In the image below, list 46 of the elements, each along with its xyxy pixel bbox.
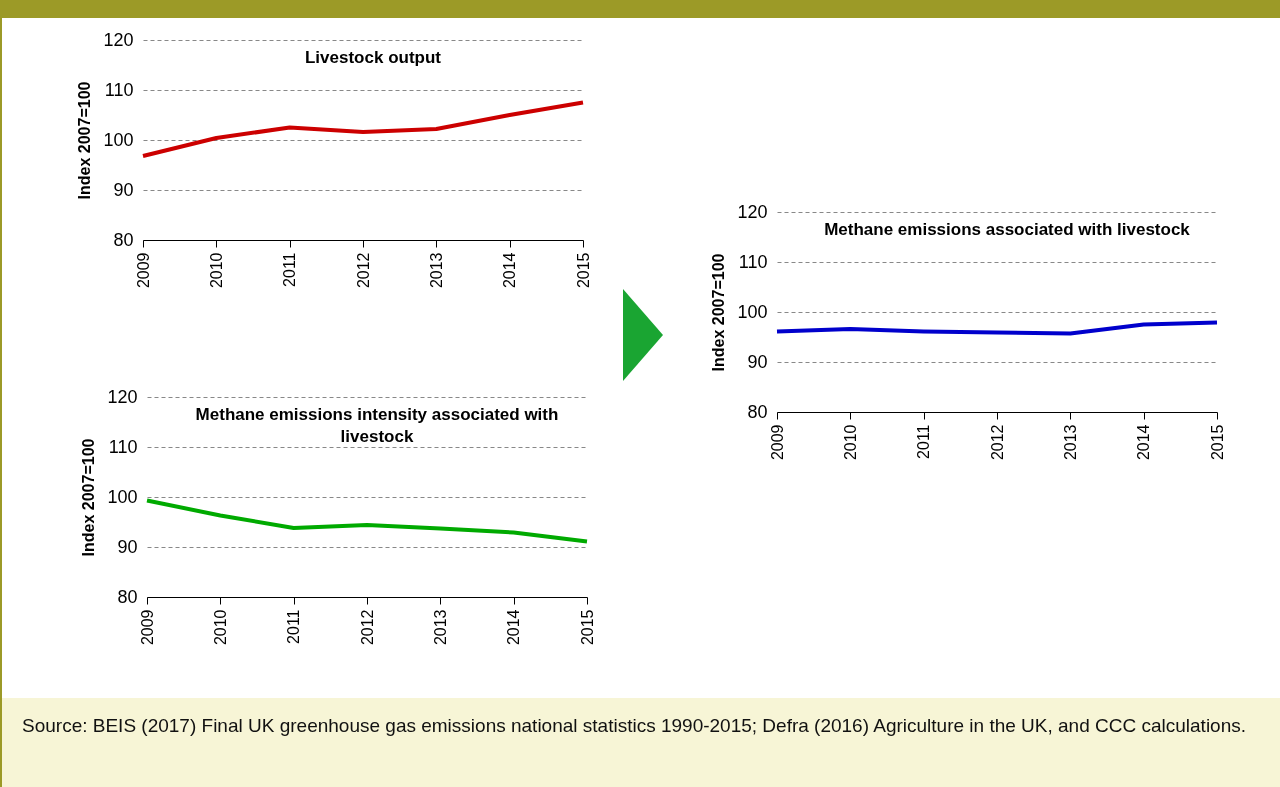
y-tick-label: 80 <box>747 401 768 422</box>
y-tick-label: 120 <box>737 201 768 222</box>
x-tick-label: 2013 <box>431 609 449 646</box>
y-tick-label: 80 <box>113 229 134 250</box>
x-tick-label: 2010 <box>841 424 859 461</box>
x-tick-label: 2014 <box>1135 424 1153 461</box>
x-tick-label: 2015 <box>574 252 592 289</box>
text: Methane emissions intensity associated with livestock <box>194 404 560 448</box>
x-tick-label: 2009 <box>134 252 152 289</box>
chart-title: Livestock output <box>304 47 442 69</box>
x-tick-label: 2009 <box>138 609 156 646</box>
x-tick-label: 2014 <box>505 609 523 646</box>
y-tick-label: 90 <box>117 536 138 557</box>
line-series <box>145 498 589 544</box>
x-tick-label: 2011 <box>281 252 299 287</box>
x-tick-label: 2014 <box>501 252 519 289</box>
x-tick-label: 2015 <box>578 609 596 646</box>
y-tick-label: 100 <box>107 486 138 507</box>
x-tick-label: 2012 <box>988 424 1006 461</box>
x-tick-label: 2011 <box>915 424 933 459</box>
y-tick-label: 120 <box>107 386 138 407</box>
y-tick-label: 110 <box>738 251 768 272</box>
x-tick-label: 2013 <box>1061 424 1079 461</box>
y-tick-label: 100 <box>737 301 768 322</box>
x-tick-label: 2015 <box>1208 424 1226 461</box>
chart-title: Methane emissions associated with livestock <box>823 219 1191 241</box>
y-tick-label: 110 <box>108 436 138 457</box>
y-axis-title: Index 2007=100 <box>710 253 728 372</box>
line-series <box>141 100 585 158</box>
source-note: Source: BEIS (2017) Final UK greenhouse gas emissions national statistics 1990-2015; Defra (2016) Agriculture in the UK, and CCC calculations. <box>2 698 1280 787</box>
x-tick-label: 2010 <box>211 609 229 646</box>
y-tick-label: 90 <box>113 179 134 200</box>
y-tick-label: 120 <box>103 29 134 50</box>
y-tick-label: 110 <box>104 79 134 100</box>
x-tick-label: 2009 <box>768 424 786 461</box>
x-tick-label: 2012 <box>354 252 372 289</box>
y-axis-title: Index 2007=100 <box>76 81 94 200</box>
x-tick-label: 2010 <box>207 252 225 289</box>
x-tick-label: 2012 <box>358 609 376 646</box>
x-tick-label: 2013 <box>427 252 445 289</box>
line-series <box>775 320 1219 336</box>
y-tick-label: 90 <box>747 351 768 372</box>
y-tick-label: 100 <box>103 129 134 150</box>
y-axis-title: Index 2007=100 <box>80 438 98 557</box>
y-tick-label: 80 <box>117 586 138 607</box>
x-tick-label: 2011 <box>285 609 303 644</box>
